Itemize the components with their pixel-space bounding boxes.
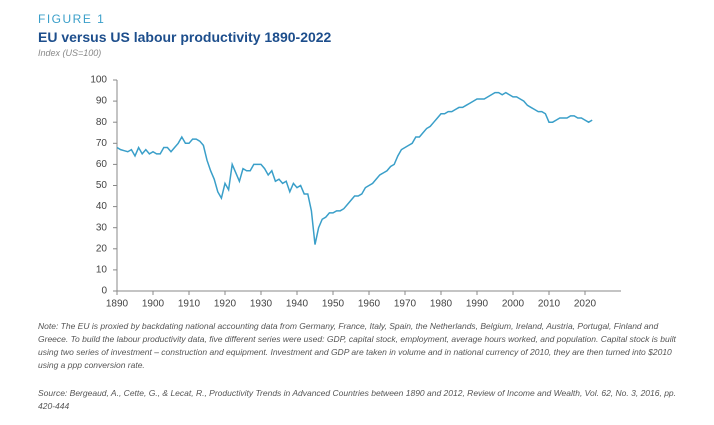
x-tick-label: 2010 [538, 299, 561, 310]
x-tick-label: 1910 [178, 299, 201, 310]
figure-label: FIGURE 1 [38, 12, 106, 26]
x-tick-label: 1980 [430, 299, 453, 310]
x-tick-label: 1890 [106, 299, 129, 310]
y-tick-label: 30 [96, 222, 108, 233]
y-tick-label: 0 [101, 286, 107, 297]
x-tick-label: 2020 [574, 299, 597, 310]
y-tick-label: 100 [90, 75, 107, 86]
y-tick-label: 50 [96, 180, 108, 191]
y-tick-label: 10 [96, 265, 108, 276]
x-tick-label: 1930 [250, 299, 273, 310]
x-tick-label: 2000 [502, 299, 525, 310]
y-tick-label: 20 [96, 243, 108, 254]
data-line [116, 91, 593, 245]
source: Source: Bergeaud, A., Cette, G., & Lecat… [38, 388, 677, 411]
x-tick-label: 1990 [466, 299, 489, 310]
x-tick-label: 1960 [358, 299, 381, 310]
x-tick-label: 1940 [286, 299, 309, 310]
chart-title: EU versus US labour productivity 1890-20… [38, 29, 332, 45]
chart-subtitle: Index (US=100) [38, 48, 102, 58]
note: Note: The EU is proxied by backdating na… [38, 321, 676, 370]
y-tick-label: 40 [96, 201, 108, 212]
x-tick-label: 1920 [214, 299, 237, 310]
y-tick-label: 60 [96, 159, 108, 170]
x-tick-label: 1900 [142, 299, 165, 310]
x-tick-label: 1970 [394, 299, 417, 310]
y-tick-label: 70 [96, 138, 108, 149]
y-tick-label: 80 [96, 117, 108, 128]
y-tick-label: 90 [96, 96, 108, 107]
x-tick-label: 1950 [322, 299, 345, 310]
